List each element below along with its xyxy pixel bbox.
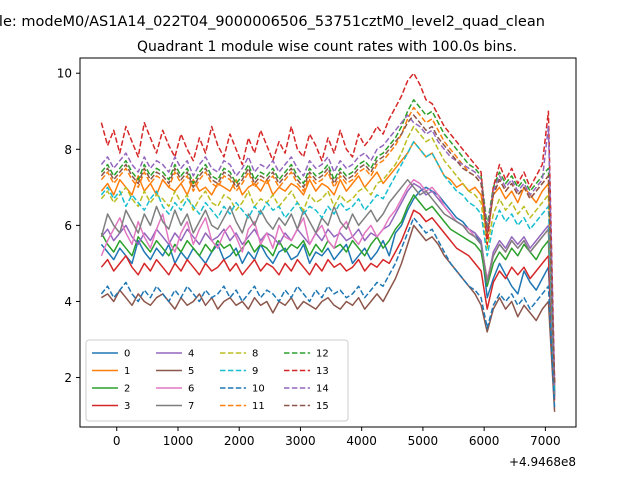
y-axis: 2 4 6 8 10 (57, 67, 80, 385)
legend-label-1: 1 (124, 366, 130, 377)
legend-label-0: 0 (124, 349, 130, 360)
series-line-3 (100, 209, 556, 401)
series-line-10 (100, 217, 556, 409)
x-tick-label: 7000 (530, 434, 561, 448)
legend-label-11: 11 (252, 401, 265, 412)
legend-label-9: 9 (252, 366, 258, 377)
series-line-5 (101, 224, 556, 412)
x-tick-label: 2000 (224, 434, 255, 448)
legend-label-2: 2 (124, 384, 130, 395)
x-axis: 0 1000 2000 3000 4000 5000 6000 7000 (113, 427, 561, 448)
x-tick-label: 3000 (285, 434, 316, 448)
series-line-1 (100, 140, 556, 390)
x-tick-label: 4000 (346, 434, 377, 448)
x-tick-label: 1000 (163, 434, 194, 448)
legend-label-10: 10 (252, 384, 265, 395)
y-tick-label: 2 (64, 371, 72, 385)
x-tick-label: 5000 (408, 434, 439, 448)
legend-box (85, 339, 349, 422)
plot-frame (79, 57, 577, 428)
y-tick-label: 4 (64, 295, 72, 309)
series-line-7 (100, 178, 556, 397)
series-line-14 (100, 114, 556, 386)
legend-label-3: 3 (124, 401, 130, 412)
series-line-11 (100, 106, 556, 386)
y-tick-label: 10 (57, 67, 72, 81)
legend-label-5: 5 (188, 366, 194, 377)
legend-label-13: 13 (316, 366, 329, 377)
series-line-4 (100, 182, 556, 393)
y-tick-label: 8 (64, 143, 72, 157)
legend-label-14: 14 (316, 384, 329, 395)
series-line-9 (100, 140, 556, 393)
x-tick-label: 0 (113, 434, 121, 448)
legend-label-6: 6 (188, 384, 194, 395)
x-tick-label: 6000 (469, 434, 500, 448)
x-offset-label: +4.9468e8 (509, 455, 576, 469)
series-line-13 (100, 72, 556, 382)
y-tick-label: 6 (64, 219, 72, 233)
series-line-0 (100, 186, 556, 393)
legend-label-7: 7 (188, 401, 194, 412)
legend-label-12: 12 (316, 349, 329, 360)
legend-label-8: 8 (252, 349, 258, 360)
legend-label-15: 15 (316, 401, 329, 412)
series-line-8 (100, 125, 556, 390)
figure-title: n file: modeM0/AS1A14_022T04_9000006506_… (0, 14, 545, 30)
chart-title: Quadrant 1 module wise count rates with … (137, 39, 517, 55)
legend-label-4: 4 (188, 349, 194, 360)
